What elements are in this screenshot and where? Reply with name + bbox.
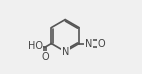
Text: HO: HO	[28, 41, 42, 51]
Text: N: N	[61, 47, 69, 57]
Text: N: N	[85, 39, 92, 49]
Text: O: O	[97, 39, 105, 49]
Text: O: O	[41, 52, 49, 62]
